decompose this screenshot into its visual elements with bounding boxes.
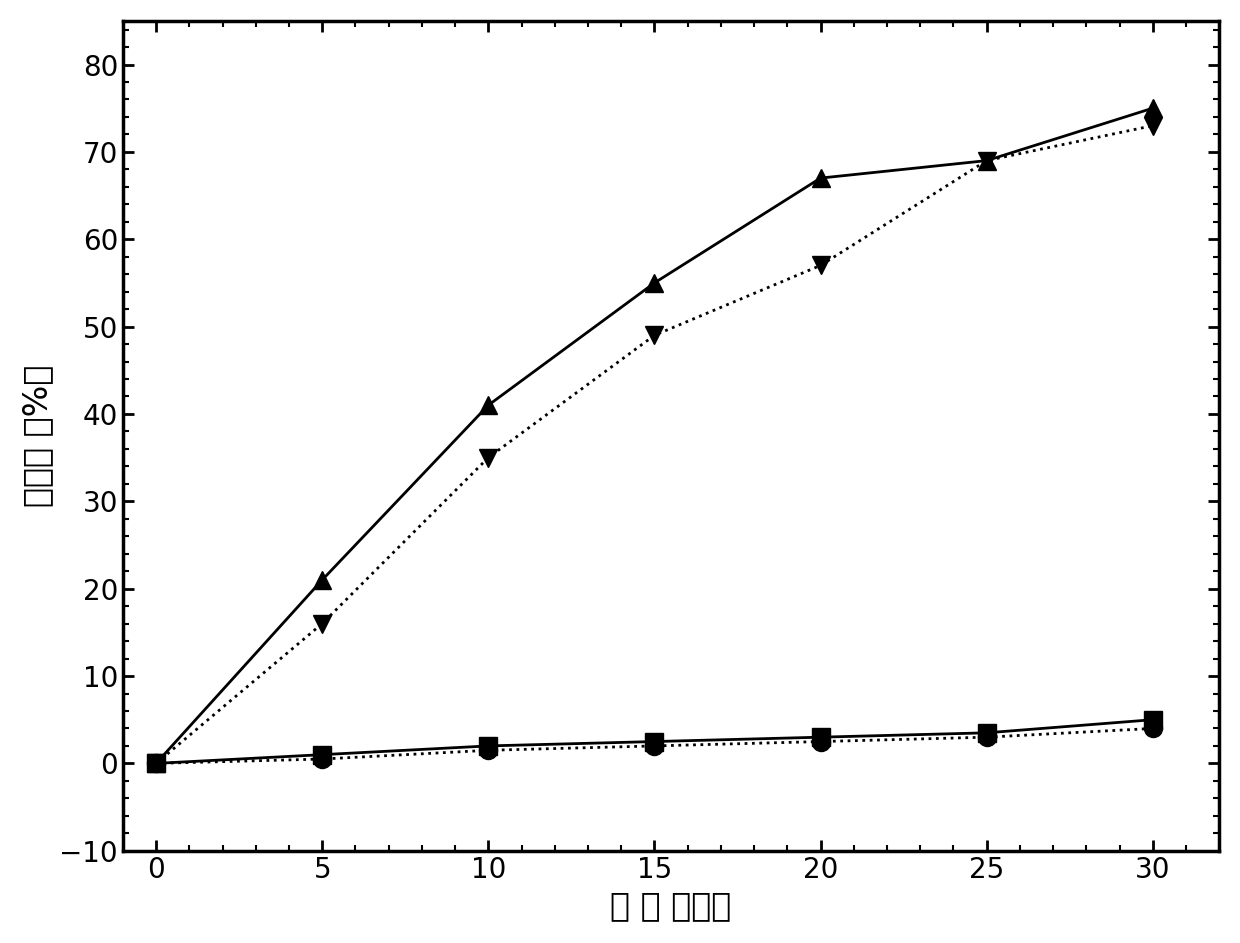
Y-axis label: 降解率 （%）: 降解率 （%） [21,365,53,507]
X-axis label: 时 间 （天）: 时 间 （天） [610,889,732,922]
